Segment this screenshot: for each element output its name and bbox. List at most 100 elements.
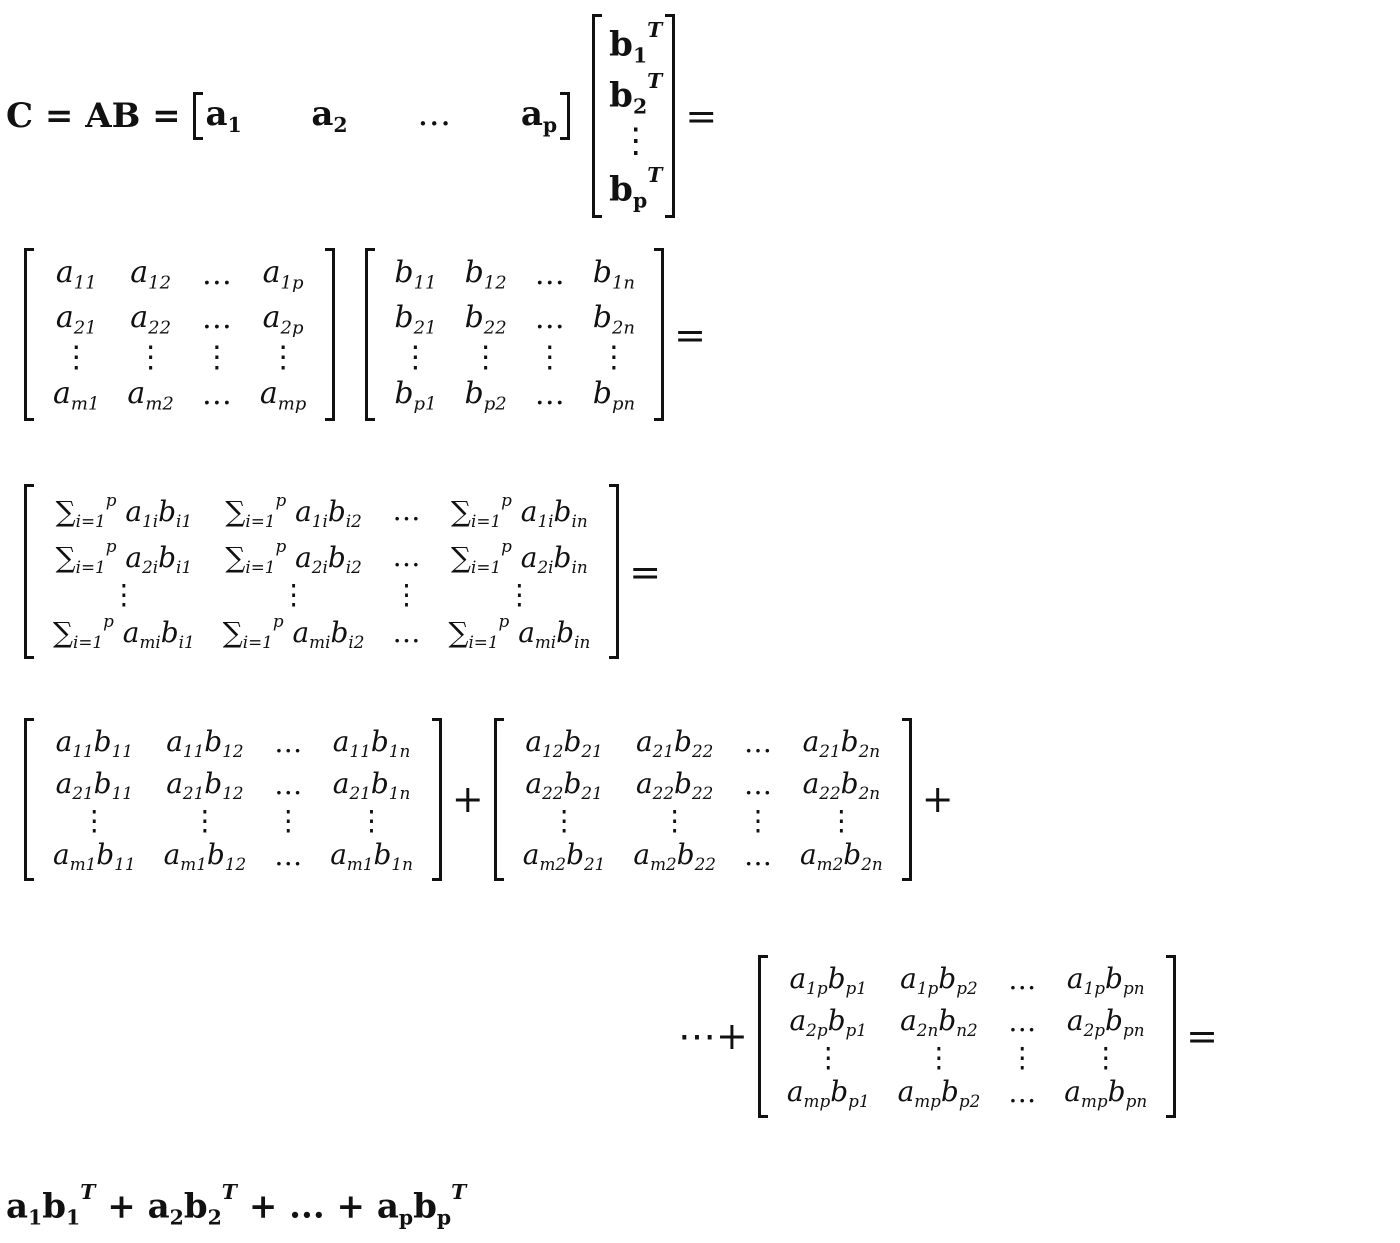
- matrix-b-cell: ⋮: [534, 339, 565, 375]
- matrix-sum: ∑i=1p a1ibi1 ∑i=1p a1ibi2… ∑i=1p a1ibin ∑i=…: [24, 484, 620, 660]
- matrix-outer-1-cell: ⋮: [357, 803, 386, 837]
- matrix-b-cell: b11: [394, 255, 437, 294]
- matrix-outer-p-cell: ampbp1: [786, 1074, 870, 1111]
- matrix-outer-p-cell: a2pbp1: [789, 1003, 867, 1040]
- matrix-a: a11 a12… a1p a21 a22… a2p ⋮ ⋮ ⋮ ⋮ am1 am2… amp: [24, 248, 336, 422]
- matrix-outer-1-cell: a11b12: [166, 725, 244, 761]
- matrix-b-cell: …: [534, 301, 565, 337]
- matrix-outer-1-cell: …: [274, 839, 303, 873]
- matrix-sum-cell: ∑i=1p a2ibin: [451, 535, 588, 577]
- matrix-a-cell: ⋮: [135, 339, 166, 375]
- equals-2: =: [674, 312, 706, 357]
- matrix-outer-2-row: a12b21 a21b22 … a21b2n: [509, 722, 897, 764]
- matrix-outer-2-cell: …: [743, 726, 772, 760]
- matrix-sum-cell: ⋮: [505, 577, 534, 611]
- plus-1: +: [451, 777, 484, 822]
- equation-row-4: a11b11 a11b12… a11b1n a21b11 a21b12… a21b1n ⋮ ⋮…: [24, 718, 964, 881]
- matrix-outer-1-table: a11b11 a11b12… a11b1n a21b11 a21b12… a21b1n ⋮ ⋮…: [39, 722, 427, 877]
- matrix-outer-p: a1pbp1 a1pbp2… a1pbpn a2pbp1 a2nbn2… a2pbpn ⋮ ⋮…: [757, 955, 1177, 1118]
- matrix-sum-cell: ⋮: [392, 577, 421, 611]
- matrix-outer-1-cell: am1b11: [53, 837, 136, 874]
- plus-2: +: [921, 777, 954, 822]
- matrix-sum-cell: ∑i=1p a1ibi2: [225, 490, 362, 531]
- matrix-b-cell: bp1: [394, 375, 437, 414]
- matrix-a-cell: …: [201, 301, 232, 337]
- matrix-b-cell: b22: [464, 299, 507, 339]
- matrix-outer-p-cell: …: [1008, 1076, 1037, 1110]
- matrix-outer-1-cell: a21b12: [166, 766, 244, 803]
- matrix-a-cell: ⋮: [201, 339, 232, 375]
- vec-ap: ap: [520, 94, 558, 138]
- matrix-sum-cell: ∑i=1p a2ibi1: [55, 535, 193, 577]
- vec-dots: …: [417, 94, 452, 135]
- matrix-b: b11 b12… b1n b21 b22… b2n ⋮ ⋮ ⋮ ⋮ bp1 bp2… bpn: [365, 248, 665, 422]
- matrix-outer-p-cell: ampbpn: [1064, 1074, 1148, 1111]
- matrix-outer-2-cell: am2b2n: [799, 837, 883, 874]
- matrix-sum-cell: ∑i=1p a1ibi1: [55, 490, 193, 531]
- lhs-c-ab: C = AB =: [6, 96, 193, 136]
- matrix-outer-1-cell: …: [274, 768, 303, 802]
- equals-1: =: [685, 94, 718, 138]
- matrix-sum-cell: ∑i=1p amibin: [448, 611, 591, 653]
- matrix-outer-2-cell: ⋮: [827, 803, 856, 837]
- matrix-sum-row: ∑i=1p amibi1 ∑i=1p amibi2 … ∑i=1p amibin: [39, 609, 604, 655]
- matrix-a-cell: a2p: [262, 299, 304, 339]
- matrix-a-cell: a12: [130, 255, 172, 294]
- matrix-outer-1-cell: …: [274, 726, 303, 760]
- matrix-outer-1-cell: ⋮: [80, 803, 109, 837]
- matrix-sum-cell: ⋮: [109, 577, 138, 611]
- matrix-b-cell: b2n: [592, 299, 636, 339]
- matrix-outer-2-cell: ⋮: [660, 803, 689, 837]
- matrix-a-row: a21 a22 … a2p: [39, 297, 320, 342]
- matrix-b-row: b11 b12 … b1n: [380, 252, 649, 297]
- vec-b1t: b1T: [609, 18, 663, 68]
- matrix-outer-p-row: a2pbp1 a2nbn2 … a2pbpn: [773, 1001, 1161, 1043]
- matrix-b-cell: …: [534, 256, 565, 292]
- matrix-sum-row: ∑i=1p a1ibi1 ∑i=1p a1ibi2 … ∑i=1p a1ibin: [39, 488, 604, 534]
- equation-row-2: a11 a12… a1p a21 a22… a2p ⋮ ⋮ ⋮ ⋮ am1 am2… amp b11 b1…: [24, 248, 716, 422]
- matrix-outer-1-cell: a11b11: [55, 725, 133, 761]
- matrix-b-row: b21 b22 … b2n: [380, 297, 649, 342]
- matrix-a-row: a11 a12 … a1p: [39, 252, 320, 297]
- matrix-b-cell: b1n: [592, 255, 636, 294]
- matrix-outer-1-cell: a11b1n: [332, 725, 411, 761]
- outer-product-sum: a1b1T + a2b2T + ... + apbpT: [6, 1180, 467, 1230]
- matrix-b-cell: ⋮: [598, 339, 629, 375]
- matrix-a-cell: amp: [259, 375, 307, 414]
- matrix-a-row: am1 am2 … amp: [39, 373, 320, 418]
- matrix-outer-p-cell: ⋮: [1008, 1040, 1037, 1074]
- matrix-outer-2-cell: …: [743, 839, 772, 873]
- matrix-outer-p-row: ⋮ ⋮ ⋮ ⋮: [773, 1043, 1161, 1072]
- matrix-outer-2-table: a12b21 a21b22… a21b2n a22b21 a22b22… a22b2n ⋮ ⋮…: [509, 722, 897, 877]
- matrix-outer-1-cell: am1b12: [163, 837, 247, 874]
- matrix-sum-cell: …: [392, 615, 421, 649]
- equation-row-6: a1b1T + a2b2T + ... + apbpT: [6, 1180, 466, 1229]
- matrix-sum-cell: ∑i=1p a1ibin: [451, 490, 588, 531]
- matrix-a-cell: …: [201, 377, 232, 413]
- matrix-outer-1-cell: a21b11: [55, 766, 133, 803]
- matrix-outer-1-cell: ⋮: [190, 803, 219, 837]
- matrix-b-cell: bp2: [464, 375, 507, 414]
- matrix-outer-2-row: am2b21 am2b22 … am2b2n: [509, 835, 897, 877]
- matrix-sum-cell: ∑i=1p amibi2: [222, 611, 365, 653]
- equals-3: =: [629, 549, 662, 594]
- matrix-outer-1-row: ⋮ ⋮ ⋮ ⋮: [39, 806, 427, 835]
- matrix-outer-2-cell: a21b22: [635, 725, 714, 761]
- vec-vdots: ⋮: [618, 121, 653, 162]
- matrix-b-row: bp1 bp2 … bpn: [380, 373, 649, 418]
- matrix-outer-1-cell: ⋮: [274, 803, 303, 837]
- matrix-outer-p-row: ampbp1 ampbp2 … ampbpn: [773, 1072, 1161, 1114]
- matrix-b-row: ⋮ ⋮ ⋮ ⋮: [380, 342, 649, 373]
- matrix-b-cell: ⋮: [470, 339, 501, 375]
- matrix-outer-p-cell: ⋮: [1091, 1040, 1120, 1074]
- matrix-outer-1: a11b11 a11b12… a11b1n a21b11 a21b12… a21b1n ⋮ ⋮…: [24, 718, 442, 881]
- matrix-outer-2-cell: …: [743, 768, 772, 802]
- matrix-sum-cell: …: [392, 494, 421, 528]
- matrix-outer-1-cell: am1b1n: [330, 837, 413, 874]
- matrix-sum-cell: ∑i=1p a2ibi2: [225, 535, 362, 577]
- matrix-outer-2-cell: ⋮: [550, 803, 579, 837]
- matrix-outer-p-cell: ⋮: [814, 1040, 843, 1074]
- matrix-outer-2-cell: a12b21: [525, 725, 603, 761]
- matrix-outer-p-cell: a1pbp1: [789, 962, 867, 998]
- equals-5: =: [1186, 1014, 1218, 1059]
